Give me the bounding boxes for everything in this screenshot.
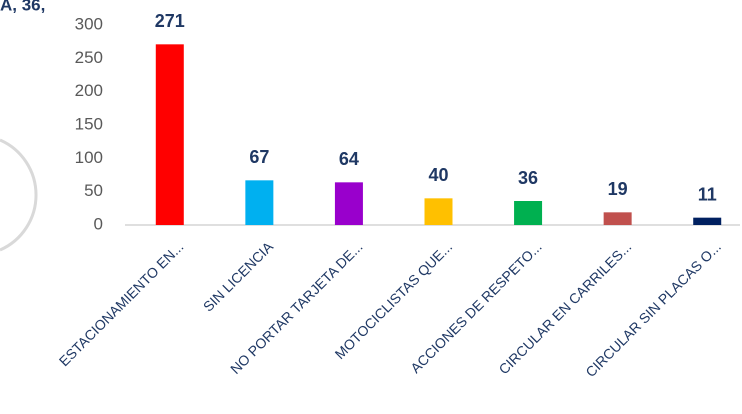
bar bbox=[603, 212, 632, 225]
decoration-arc bbox=[0, 138, 38, 252]
y-tick-label: 250 bbox=[75, 48, 103, 67]
bar bbox=[245, 180, 274, 225]
x-tick-label: ESTACIONAMIENTO EN... bbox=[56, 238, 187, 369]
bar bbox=[514, 201, 543, 225]
bar bbox=[424, 198, 453, 225]
bar bbox=[693, 217, 722, 225]
data-label: 271 bbox=[155, 11, 185, 31]
annotation: A, 36, bbox=[0, 0, 45, 14]
bar bbox=[155, 44, 184, 226]
x-tick-label: SIN LICENCIA bbox=[200, 238, 277, 315]
data-label: 36 bbox=[518, 168, 538, 188]
y-tick-label: 150 bbox=[75, 114, 103, 133]
data-label: 40 bbox=[428, 165, 448, 185]
y-tick-label: 200 bbox=[75, 81, 103, 100]
y-tick-label: 300 bbox=[75, 14, 103, 33]
y-tick-label: 0 bbox=[94, 214, 103, 233]
y-tick-label: 50 bbox=[84, 181, 103, 200]
bar bbox=[334, 182, 363, 225]
data-label: 19 bbox=[608, 179, 628, 199]
data-label: 64 bbox=[339, 149, 359, 169]
data-label: 11 bbox=[698, 184, 717, 204]
data-label: 67 bbox=[249, 147, 269, 167]
y-tick-label: 100 bbox=[75, 148, 103, 167]
